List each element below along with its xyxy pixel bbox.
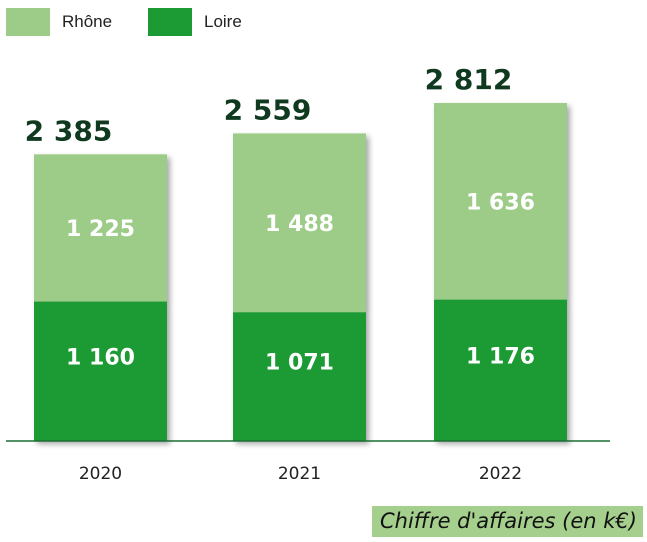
bar-loire-year-2021: [233, 312, 366, 441]
total-label-year-2021: 2 559: [224, 93, 312, 126]
x-tick-label-year-2021: 2021: [278, 464, 321, 484]
legend-swatch-rhone: [6, 8, 50, 36]
bar-loire-year-2020: [34, 301, 167, 441]
total-label-year-2022: 2 812: [425, 63, 513, 96]
chart-caption: Chiffre d'affaires (en k€): [371, 506, 643, 537]
legend-label-rhone: Rhône: [62, 12, 113, 31]
bar-group-year-2020: [34, 154, 167, 441]
value-label-rhone-year-2020: 1 225: [66, 217, 135, 242]
legend-label-loire: Loire: [204, 12, 242, 31]
bar-group-year-2022: [434, 103, 567, 441]
bar-group-year-2021: [233, 133, 366, 441]
bar-loire-year-2022: [434, 299, 567, 441]
value-label-loire-year-2021: 1 071: [265, 351, 334, 376]
x-tick-label-year-2020: 2020: [79, 464, 122, 484]
bar-rhone-year-2022: [434, 103, 567, 300]
value-label-rhone-year-2021: 1 488: [265, 212, 334, 237]
total-label-year-2020: 2 385: [25, 114, 113, 147]
legend-item-rhone: Rhône: [6, 8, 112, 36]
value-label-loire-year-2020: 1 160: [66, 345, 135, 370]
legend-swatch-loire: [148, 8, 192, 36]
legend-item-loire: Loire: [148, 8, 242, 36]
value-label-rhone-year-2022: 1 636: [466, 190, 535, 215]
stacked-bar-chart: 1 225 1 160 2 385 2020 1 488 1 071 2 559 2021 1 …: [6, 63, 610, 484]
x-tick-label-year-2022: 2022: [479, 464, 522, 484]
bar-rhone-year-2020: [34, 154, 167, 302]
bar-rhone-year-2021: [233, 133, 366, 313]
value-label-loire-year-2022: 1 176: [466, 344, 535, 369]
